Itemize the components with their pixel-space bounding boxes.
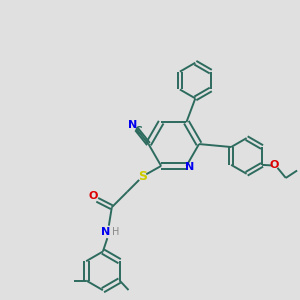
Text: N: N xyxy=(100,227,110,237)
Text: N: N xyxy=(128,120,137,130)
Text: O: O xyxy=(88,191,98,201)
Text: H: H xyxy=(112,227,119,237)
Text: O: O xyxy=(270,160,279,170)
Text: C: C xyxy=(135,126,142,136)
Text: N: N xyxy=(185,162,195,172)
Text: S: S xyxy=(138,170,147,183)
